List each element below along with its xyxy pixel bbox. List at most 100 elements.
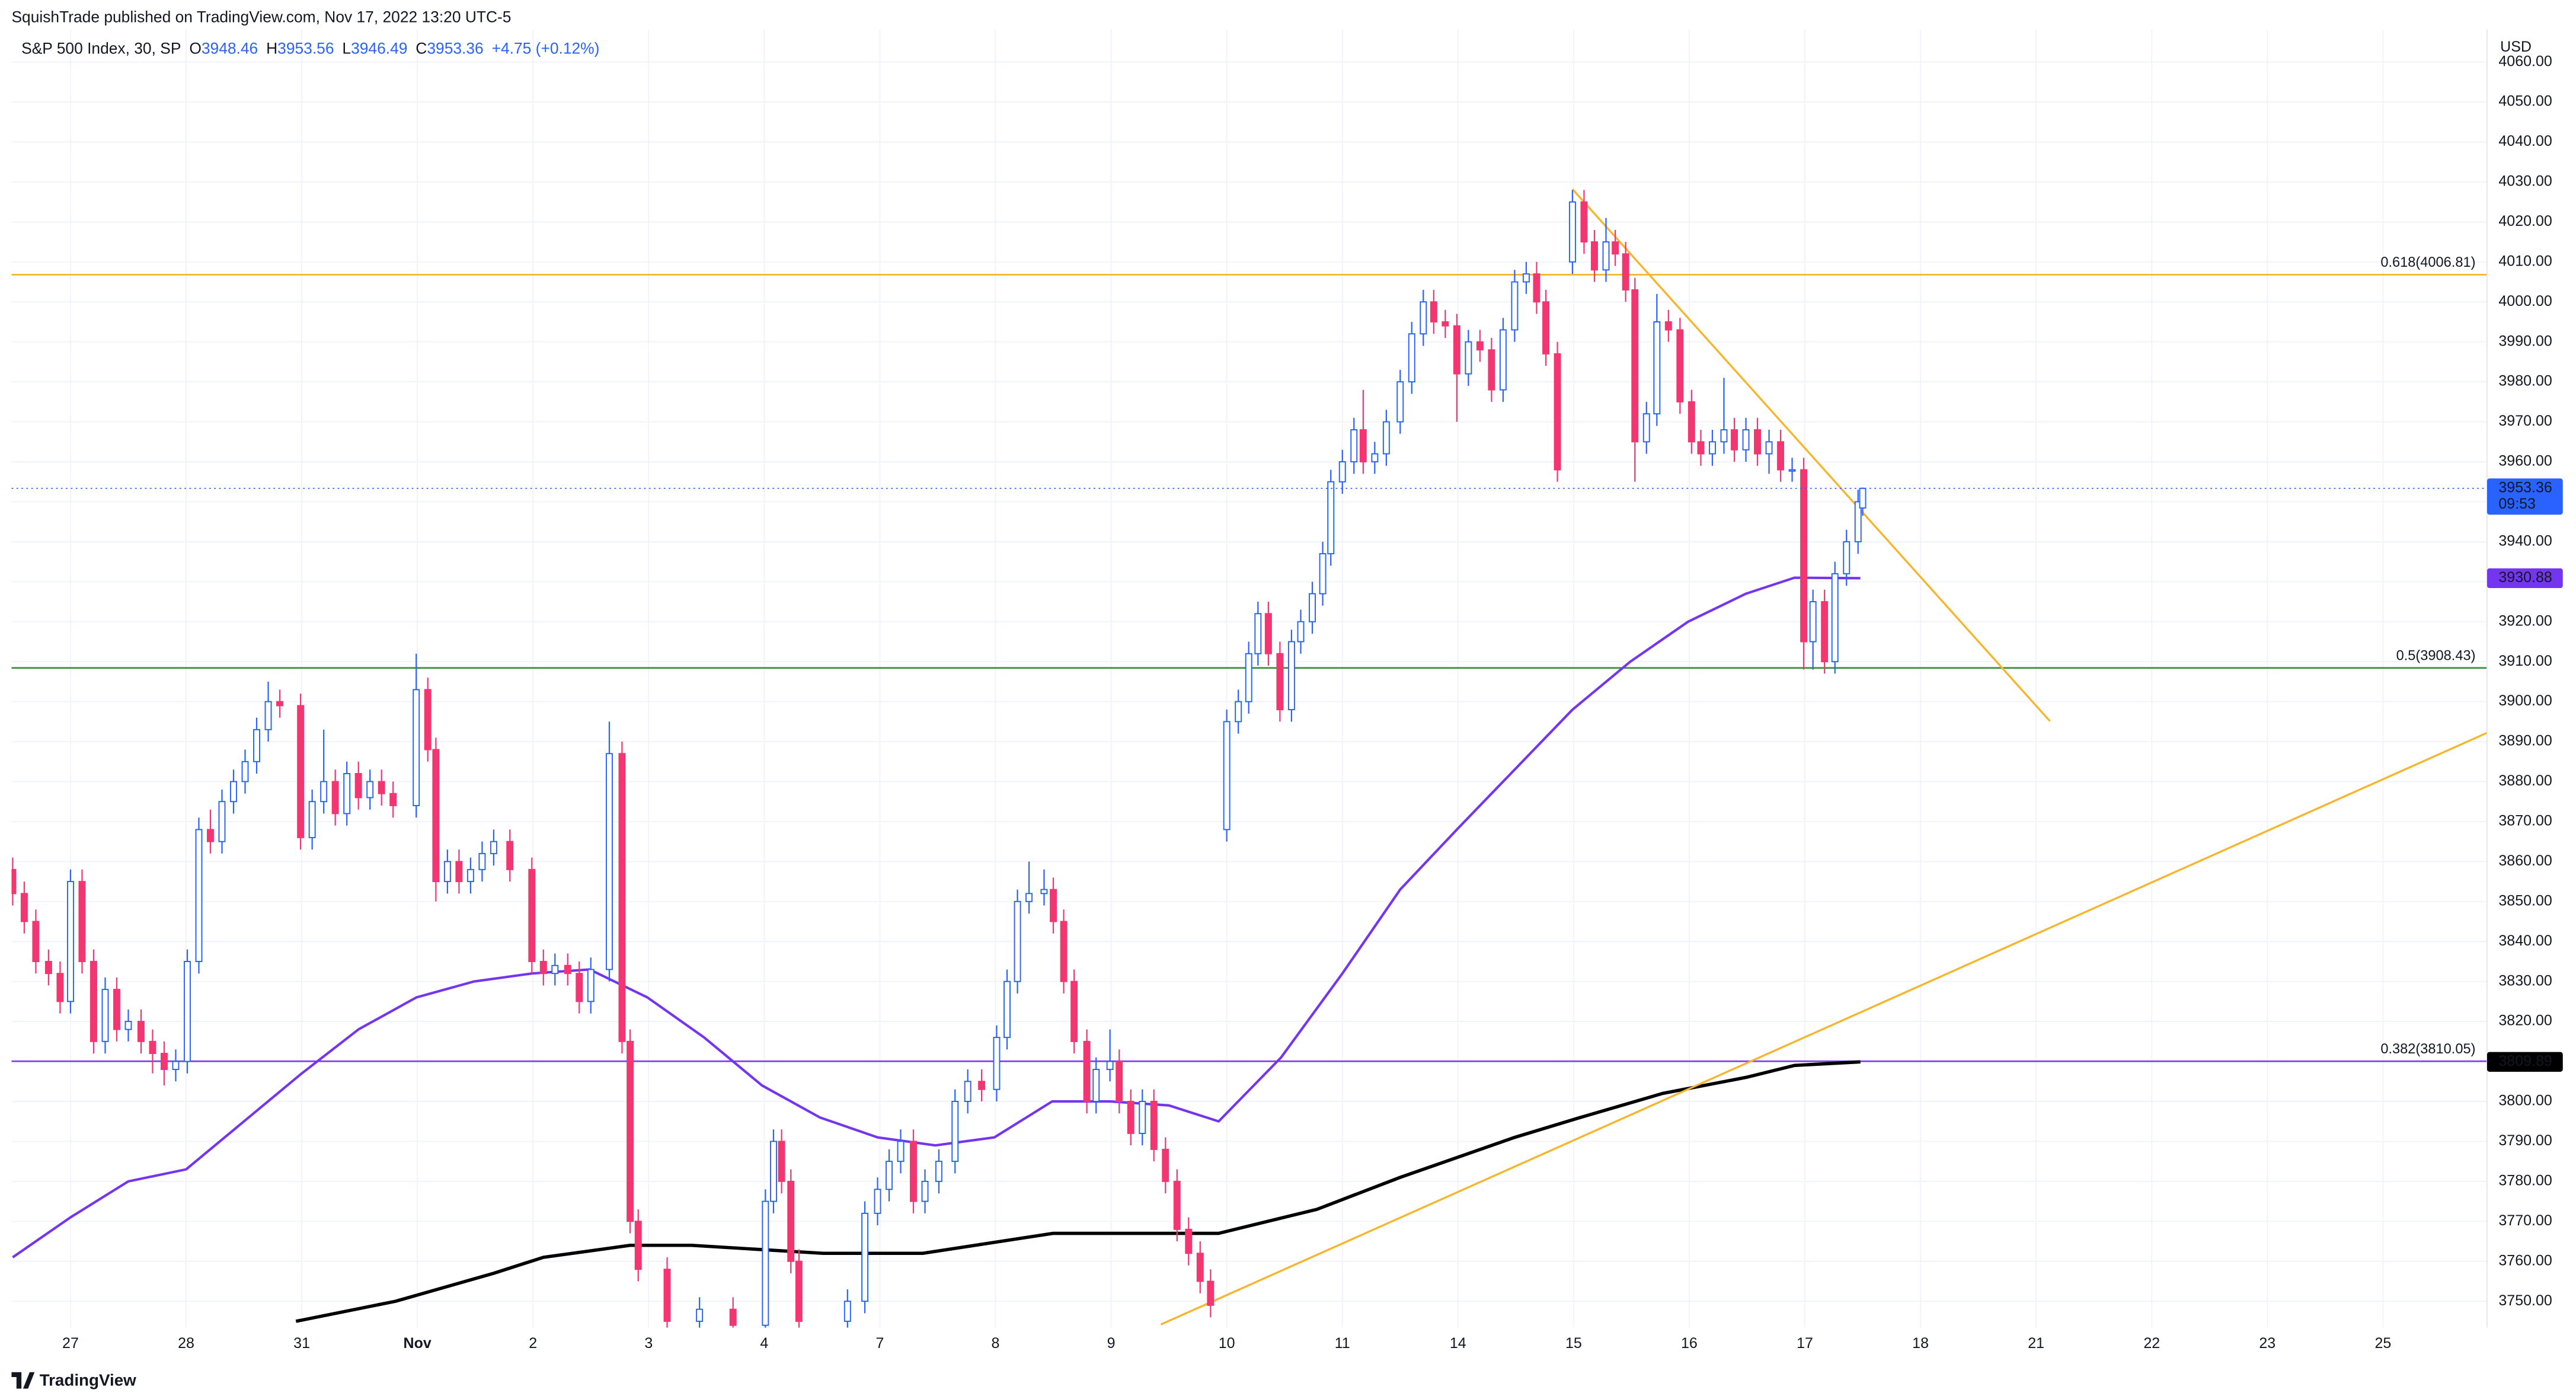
- candle-body: [1350, 429, 1358, 462]
- trendline: [1160, 732, 2487, 1325]
- y-tick-label: 3900.00: [2498, 692, 2552, 709]
- candle-body: [1664, 321, 1672, 331]
- y-tick-label: 4000.00: [2498, 293, 2552, 309]
- moving-average: [12, 576, 1861, 1259]
- y-tick-label: 3850.00: [2498, 892, 2552, 909]
- candle-body: [66, 881, 74, 1002]
- candle-body: [1453, 325, 1460, 375]
- trendline: [1571, 188, 2051, 722]
- candle-body: [1602, 241, 1610, 271]
- last-price-badge: [2486, 478, 2563, 515]
- close-value: 3953.36: [427, 39, 483, 57]
- ma-badge: [2486, 1052, 2563, 1072]
- candle-body: [1139, 1101, 1146, 1134]
- candle-body: [1050, 889, 1057, 922]
- candle-body: [1708, 441, 1716, 455]
- candle-body: [230, 781, 237, 803]
- candle-body: [770, 1141, 777, 1202]
- x-tick-label: 25: [2374, 1335, 2391, 1352]
- candle-body: [183, 960, 191, 1062]
- candle-body: [218, 801, 226, 842]
- candle-body: [32, 921, 40, 962]
- x-tick-label: 23: [2259, 1335, 2275, 1352]
- candle-body: [795, 1260, 803, 1322]
- low-value: 3946.49: [351, 39, 407, 57]
- candle-body: [964, 1081, 971, 1102]
- candle-body: [1676, 329, 1684, 403]
- candle-body: [1777, 441, 1785, 471]
- candle-body: [1396, 381, 1404, 423]
- candle-body: [874, 1189, 881, 1214]
- candle-body: [1327, 481, 1335, 555]
- y-tick-label: 4040.00: [2498, 133, 2552, 149]
- candle-body: [1116, 1061, 1123, 1102]
- candle-body: [1014, 900, 1021, 982]
- x-tick-label: 14: [1450, 1335, 1466, 1352]
- ohlc-label: O: [189, 39, 202, 57]
- candle-body: [432, 749, 440, 883]
- candle-body: [1653, 321, 1661, 415]
- candle-body: [113, 989, 120, 1030]
- candle-body: [1465, 341, 1472, 375]
- candle-body: [378, 781, 385, 794]
- footer-brand: TradingView: [40, 1371, 136, 1389]
- y-tick-label: 4020.00: [2498, 213, 2552, 229]
- x-tick-label: 22: [2143, 1335, 2160, 1352]
- x-tick-label: 8: [992, 1335, 1000, 1352]
- candle-body: [1420, 301, 1427, 335]
- y-tick-label: 3750.00: [2498, 1292, 2552, 1309]
- x-tick-label: 4: [760, 1335, 768, 1352]
- candle-body: [101, 989, 109, 1042]
- candle-body: [910, 1141, 917, 1202]
- candle-body: [1162, 1148, 1169, 1182]
- candle-body: [778, 1141, 785, 1182]
- candle-body: [124, 1021, 132, 1030]
- candle-body: [1254, 613, 1262, 654]
- candle-body: [160, 1053, 168, 1071]
- candle-body: [1488, 349, 1495, 391]
- candle-body: [1612, 241, 1619, 255]
- y-tick-label: 3890.00: [2498, 733, 2552, 749]
- y-tick-label: 3910.00: [2498, 653, 2552, 669]
- candle-body: [1338, 461, 1346, 483]
- moving-average: [295, 1060, 1861, 1323]
- candle-body: [528, 868, 536, 962]
- candle-body: [149, 1040, 156, 1055]
- x-tick-label: 16: [1681, 1335, 1698, 1352]
- y-tick-label: 3820.00: [2498, 1012, 2552, 1029]
- candle-body: [1442, 321, 1449, 327]
- currency: USD: [2500, 39, 2532, 55]
- high-value: 3953.56: [277, 39, 334, 57]
- candle-body: [137, 1021, 145, 1042]
- candle-body: [343, 773, 351, 815]
- candle-body: [1511, 281, 1519, 331]
- candle-body: [1235, 701, 1242, 723]
- candle-body: [1223, 721, 1231, 831]
- candle-body: [1003, 980, 1011, 1039]
- candle-body: [413, 689, 420, 806]
- candle-body: [1173, 1180, 1181, 1230]
- candle-body: [1859, 487, 1867, 509]
- y-tick-label: 3940.00: [2498, 532, 2552, 549]
- candle-body: [696, 1308, 704, 1322]
- y-tick-label: 3960.00: [2498, 453, 2552, 469]
- change: +4.75 (+0.12%): [492, 39, 600, 57]
- candle-body: [253, 729, 260, 762]
- candle-body: [11, 868, 17, 895]
- candle-body: [1765, 441, 1773, 455]
- fib-level-label: 0.382(3810.05): [2380, 1042, 2475, 1057]
- y-tick-label: 4050.00: [2498, 93, 2552, 110]
- candle-body: [729, 1308, 737, 1326]
- candle-body: [897, 1141, 905, 1162]
- candle-body: [490, 841, 497, 854]
- footer-logo: TradingView: [11, 1371, 136, 1389]
- x-tick-label: 3: [644, 1335, 653, 1352]
- x-tick-label: 7: [875, 1335, 884, 1352]
- candle-body: [44, 960, 52, 975]
- ohlc-label: H: [266, 39, 277, 57]
- candle-body: [1297, 621, 1305, 643]
- candle-body: [618, 753, 626, 1042]
- y-tick-label: 3970.00: [2498, 413, 2552, 429]
- y-tick-label: 3800.00: [2498, 1093, 2552, 1109]
- candle-body: [331, 781, 339, 815]
